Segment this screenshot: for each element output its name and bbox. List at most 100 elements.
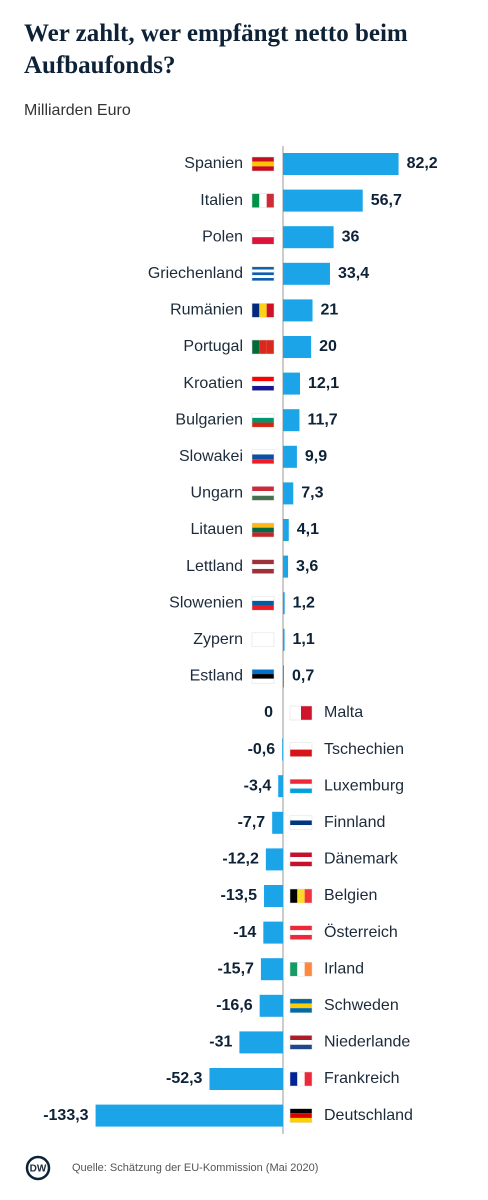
flag-stripe [252, 454, 274, 460]
value-label: 0,7 [292, 668, 314, 685]
value-label: -3,4 [244, 777, 272, 794]
value-label: -31 [209, 1034, 232, 1051]
value-label: 1,1 [293, 631, 315, 648]
flag-border [251, 193, 275, 208]
bar [283, 519, 289, 541]
flag-border [251, 339, 275, 355]
flag [289, 998, 313, 1014]
value-label: 12,1 [308, 375, 339, 392]
value-label: 82,2 [407, 155, 438, 172]
flag [289, 925, 313, 940]
bar [283, 628, 285, 651]
flag-stripe [266, 193, 274, 208]
category-label: Litauen [191, 521, 244, 538]
flag-stripe [252, 230, 274, 238]
flag [251, 449, 275, 465]
value-label: 36 [342, 228, 360, 245]
flag-stripe [290, 1108, 312, 1114]
bar [283, 336, 312, 358]
bar [283, 592, 285, 615]
flag [251, 486, 275, 501]
bar [283, 482, 294, 505]
flag-stripe [290, 779, 312, 784]
flag-stripe [252, 559, 274, 565]
flag-stripe [252, 669, 274, 675]
flag-stripe [252, 266, 274, 270]
bar [264, 885, 283, 907]
flag-border [251, 486, 275, 501]
chart-subtitle: Milliarden Euro [24, 102, 131, 119]
flag-border [289, 998, 313, 1014]
flag-stripe [290, 861, 312, 867]
value-label: 1,2 [293, 594, 315, 611]
flag-stripe [266, 303, 274, 318]
value-label: 33,4 [338, 265, 369, 282]
flag-stripe [252, 237, 274, 245]
flag [251, 522, 275, 538]
flag-stripe [301, 706, 312, 720]
value-label: -13,5 [221, 887, 258, 904]
flag-stripe [252, 596, 274, 601]
flag-stripe [304, 962, 312, 977]
flag-stripe [290, 852, 312, 858]
bar [283, 262, 330, 285]
bar [283, 372, 301, 395]
flag-stripe [252, 278, 274, 281]
flag-border [289, 1071, 313, 1087]
flag [289, 742, 313, 757]
flag-border [289, 815, 313, 831]
flag-border [289, 852, 313, 867]
flag [251, 376, 275, 391]
category-label: Ungarn [191, 485, 243, 502]
flag-stripe [290, 1072, 298, 1086]
flag-stripe [290, 749, 312, 757]
flag-stripe [252, 269, 274, 273]
flag-border [251, 412, 275, 428]
flag-stripe [297, 1072, 305, 1086]
category-label: Portugal [183, 338, 243, 355]
category-label: Spanien [184, 155, 243, 172]
category-label: Dänemark [324, 851, 399, 868]
category-label: Slowenien [169, 594, 243, 611]
flag [289, 778, 313, 794]
flag-border [289, 1108, 313, 1123]
flag-border [251, 303, 275, 318]
flag-stripe [252, 495, 274, 501]
value-label: -16,6 [216, 997, 253, 1014]
bar [283, 153, 399, 175]
flag-stripe [252, 272, 274, 276]
flag-stripe [252, 678, 274, 684]
flag-border [251, 632, 275, 648]
flag-stripe [252, 303, 260, 318]
bar [259, 994, 283, 1017]
category-label: Tschechien [324, 741, 404, 758]
flag-stripe [252, 413, 274, 418]
flag-stripe [252, 459, 274, 464]
flag-stripe [252, 527, 274, 533]
flag-border [289, 888, 313, 904]
flag [251, 339, 275, 355]
flag [251, 669, 275, 684]
flag-stripe [290, 1117, 312, 1123]
flag [289, 961, 313, 977]
bar [283, 445, 297, 468]
flag [251, 193, 275, 208]
flag-stripe [290, 820, 312, 826]
flag-stripe [252, 385, 274, 391]
value-label: -52,3 [166, 1070, 203, 1087]
category-label: Polen [202, 228, 243, 245]
bar [283, 555, 289, 578]
flag-stripe [252, 340, 260, 354]
value-label: 3,6 [296, 558, 318, 575]
flag-stripe [266, 340, 274, 354]
flag-stripe [290, 998, 312, 1004]
category-label: Österreich [324, 923, 398, 941]
bar [283, 189, 363, 212]
value-label: 7,3 [301, 485, 323, 502]
flag-border [289, 925, 313, 940]
bar [260, 958, 283, 981]
flag-border [251, 522, 275, 538]
value-label: 21 [321, 302, 339, 319]
bar [265, 848, 283, 871]
flag-stripe [252, 564, 274, 569]
